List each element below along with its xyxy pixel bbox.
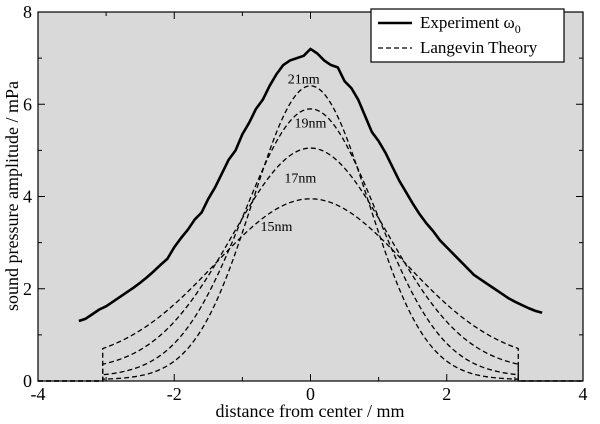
x-tick-label--4: -4 (31, 384, 46, 404)
curve-annotations: 21nm 19nm 17nm 15nm (260, 72, 326, 235)
y-tick-label-8: 8 (23, 2, 32, 22)
legend-experiment-subscript: 0 (515, 22, 521, 36)
experiment-series-line (78, 47, 543, 323)
theory-curves (38, 85, 583, 382)
theory-curve-17nm (38, 147, 583, 382)
x-tick-label-2: 2 (442, 384, 451, 404)
annotation-19nm: 19nm (295, 116, 327, 131)
experiment-curve (78, 47, 543, 323)
y-tick-label-0: 0 (23, 371, 32, 391)
y-tick-label-2: 2 (23, 279, 32, 299)
legend-box (370, 8, 565, 63)
y-axis-label: sound pressure amplitude / mPa (2, 81, 22, 311)
legend-theory-label: Langevin Theory (420, 38, 538, 57)
x-axis-label: distance from center / mm (216, 401, 405, 421)
x-tick-label--2: -2 (167, 384, 182, 404)
legend: Experiment ω0 Langevin Theory (370, 8, 565, 63)
legend-experiment-label: Experiment ω0 (420, 13, 521, 36)
annotation-21nm: 21nm (288, 72, 320, 87)
annotation-17nm: 17nm (284, 172, 316, 187)
annotation-15nm: 15nm (260, 220, 292, 235)
plot-background (38, 12, 583, 381)
x-tick-label-4: 4 (579, 384, 588, 404)
theory-curve-19nm (38, 108, 583, 382)
axis-ticks: -4 -2 0 2 4 0 2 4 6 8 (23, 2, 588, 404)
y-tick-label-6: 6 (23, 94, 32, 114)
y-tick-label-4: 4 (23, 187, 32, 207)
x-tick-label-0: 0 (306, 384, 315, 404)
